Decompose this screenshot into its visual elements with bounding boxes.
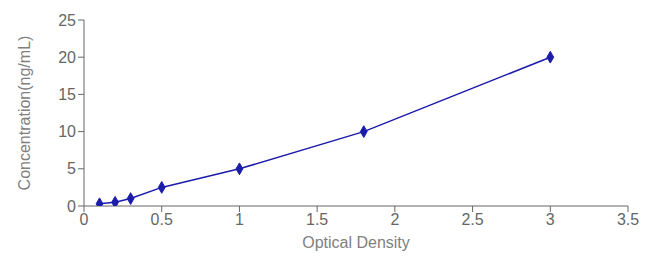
svg-text:Optical Density: Optical Density <box>302 234 410 251</box>
svg-text:10: 10 <box>58 123 76 140</box>
svg-text:5: 5 <box>67 160 76 177</box>
svg-text:0: 0 <box>80 211 89 228</box>
svg-text:25: 25 <box>58 12 76 29</box>
svg-text:3: 3 <box>546 211 555 228</box>
svg-text:0: 0 <box>67 198 76 215</box>
svg-text:15: 15 <box>58 86 76 103</box>
svg-text:0.5: 0.5 <box>151 211 173 228</box>
svg-text:20: 20 <box>58 49 76 66</box>
svg-text:1: 1 <box>235 211 244 228</box>
svg-text:3.5: 3.5 <box>617 211 639 228</box>
svg-text:1.5: 1.5 <box>306 211 328 228</box>
svg-text:2: 2 <box>390 211 399 228</box>
svg-text:Concentration(ng/mL): Concentration(ng/mL) <box>16 36 33 191</box>
svg-text:2.5: 2.5 <box>461 211 483 228</box>
